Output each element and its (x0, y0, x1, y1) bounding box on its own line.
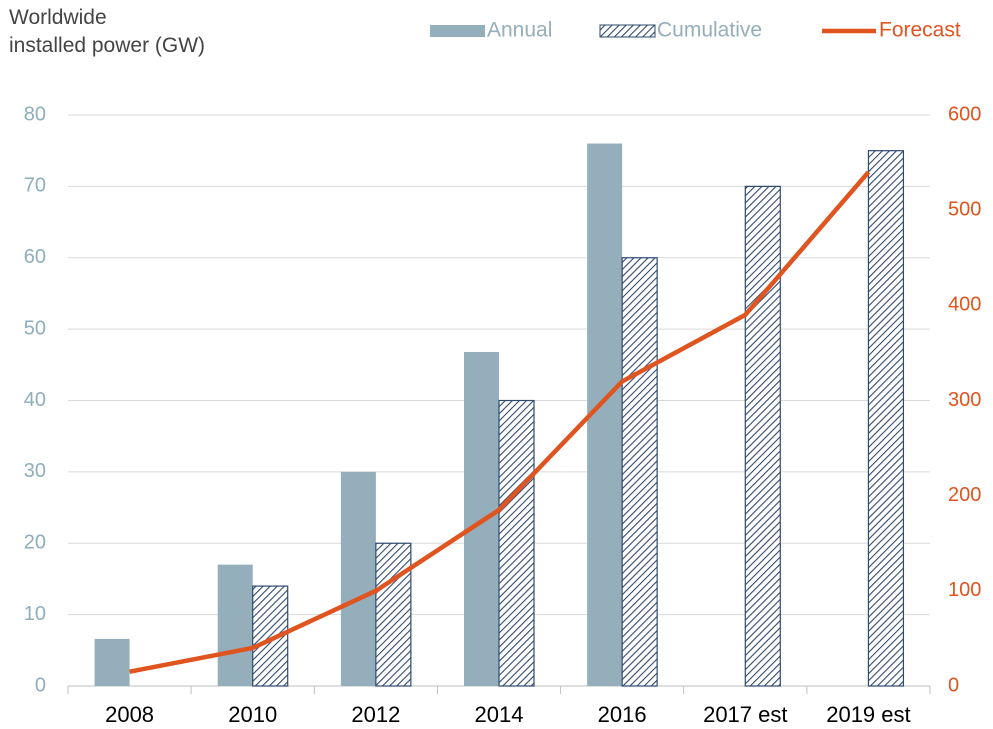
y-tick-label: 50 (24, 317, 46, 339)
y-tick-label: 40 (24, 389, 46, 411)
legend-label: Cumulative (657, 19, 762, 42)
y-tick-label: 70 (24, 175, 46, 197)
y2-tick-label: 400 (948, 294, 981, 316)
y-tick-label: 20 (24, 532, 46, 554)
hatched-bar (744, 185, 781, 687)
y2-tick-label: 600 (948, 103, 981, 125)
y-tick-label: 60 (24, 246, 46, 268)
chart-title: Worldwide installed power (GW) (9, 6, 206, 57)
y2-tick-label: 0 (948, 674, 959, 696)
legend-swatch (599, 24, 656, 38)
bar (340, 471, 376, 686)
hatched-bar (375, 542, 412, 687)
x-tick-label: 2012 (351, 702, 400, 727)
y2-tick-label: 100 (948, 579, 981, 601)
hatched-bar (498, 399, 535, 687)
x-tick-label: 2010 (228, 702, 277, 727)
hatched-bar (621, 257, 658, 687)
y-tick-label: 10 (24, 603, 46, 625)
y-tick-label: 80 (24, 103, 46, 125)
forecast-line (129, 170, 871, 674)
x-tick-label: 2019 est (826, 702, 910, 727)
y-tick-label: 30 (24, 460, 46, 482)
legend-label: Annual (487, 19, 552, 42)
x-tick-label: 2017 est (703, 702, 787, 727)
bar (217, 564, 253, 686)
hatched-bar (867, 150, 905, 687)
x-tick-label: 2016 (598, 702, 647, 727)
x-tick-label: 2014 (475, 702, 524, 727)
legend-label: Forecast (879, 19, 961, 42)
y2-tick-label: 300 (948, 389, 981, 411)
legend-swatch (430, 25, 485, 37)
bar (94, 638, 130, 686)
y2-tick-label: 200 (948, 484, 981, 506)
y2-tick-label: 500 (948, 198, 981, 220)
x-tick-label: 2008 (105, 702, 154, 727)
y-tick-label: 0 (35, 674, 46, 696)
